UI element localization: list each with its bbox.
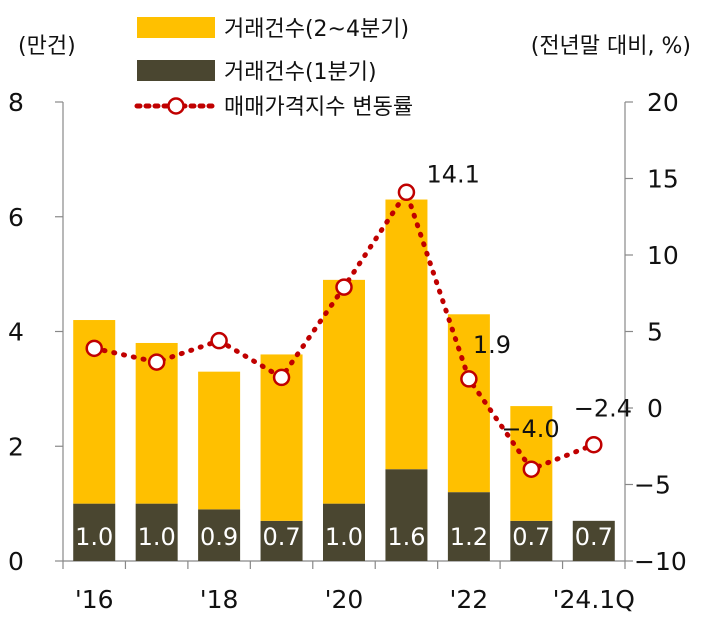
bar-q2-q4 (198, 371, 241, 510)
right-tick-label: 0 (647, 394, 663, 423)
bar-label-q1: 0.7 (512, 523, 550, 551)
right-tick-label: −10 (634, 547, 687, 576)
price-change-label: 1.9 (473, 331, 511, 359)
bar-label-q1: 1.0 (138, 523, 176, 551)
x-tick-label: '20 (325, 585, 364, 614)
price-change-line (85, 183, 603, 478)
bar-label-q1: 0.7 (262, 523, 300, 551)
legend: 거래건수(2~4분기) 거래건수(1분기) 매매가격지수 변동률 (134, 17, 413, 120)
bar-q1 (572, 520, 615, 561)
ticks: 0 2 4 6 8 −10 −5 0 5 10 15 20 '16 '18 '20 '22 '24.1Q (8, 88, 687, 614)
x-tick-label: '18 (200, 585, 239, 614)
price-change-point (397, 183, 416, 202)
x-tick-label: '16 (75, 585, 114, 614)
left-tick-label: 2 (8, 432, 24, 461)
right-tick-label: 10 (647, 241, 679, 270)
right-tick-label: −5 (634, 471, 671, 500)
x-tick-label: '22 (450, 585, 489, 614)
price-change-label: 14.1 (426, 160, 479, 188)
bar-label-q1: 1.2 (450, 523, 488, 551)
left-tick-label: 4 (8, 318, 24, 347)
price-change-label: −2.4 (574, 395, 632, 423)
right-axis-unit: (전년말 대비, %) (531, 34, 691, 59)
bar-q1 (73, 503, 116, 561)
price-change-point (460, 370, 478, 388)
legend-swatch-q1 (137, 60, 215, 81)
bar-q2-q4 (385, 199, 428, 470)
legend-label-q1: 거래건수(1분기) (224, 60, 377, 85)
legend-label-q2-q4: 거래건수(2~4분기) (224, 17, 409, 42)
price-change-point (272, 368, 291, 387)
line-labels: 14.1 1.9 −4.0 −2.4 (426, 160, 632, 443)
left-axis-unit: (만건) (18, 34, 76, 59)
price-change-point (147, 353, 166, 371)
bar-q1 (198, 509, 241, 561)
bar-label-q1: 1.0 (75, 523, 113, 551)
bars (73, 199, 615, 561)
right-tick-label: 15 (647, 165, 679, 194)
left-tick-label: 6 (8, 203, 24, 232)
bar-q2-q4 (323, 279, 365, 504)
legend-label-price: 매매가격지수 변동률 (224, 95, 413, 120)
bar-label-q1: 1.6 (387, 523, 425, 551)
bar-label-q1: 0.9 (200, 523, 238, 551)
price-change-point (335, 278, 353, 296)
bar-q1 (135, 503, 178, 561)
bar-q1 (510, 520, 553, 561)
left-tick-label: 0 (8, 547, 24, 576)
bar-q1 (447, 492, 490, 561)
price-change-point (210, 331, 228, 350)
right-tick-label: 5 (647, 318, 663, 347)
price-change-point (522, 460, 541, 478)
x-tick-label: '24.1Q (553, 585, 635, 614)
left-tick-label: 8 (8, 88, 24, 117)
bar-q1 (385, 469, 428, 561)
legend-swatch-q2-q4 (137, 17, 215, 38)
bar-label-q1: 1.0 (325, 523, 363, 551)
bar-q1 (323, 503, 365, 561)
bar-q1 (260, 520, 303, 561)
price-change-point (85, 339, 103, 358)
price-change-point (585, 435, 603, 454)
right-tick-label: 20 (647, 88, 679, 117)
bar-labels: 1.0 1.0 0.9 0.7 1.0 1.6 1.2 0.7 0.7 (75, 523, 613, 551)
bar-label-q1: 0.7 (575, 523, 613, 551)
legend-swatch-marker (167, 97, 185, 115)
price-change-label: −4.0 (501, 415, 559, 443)
